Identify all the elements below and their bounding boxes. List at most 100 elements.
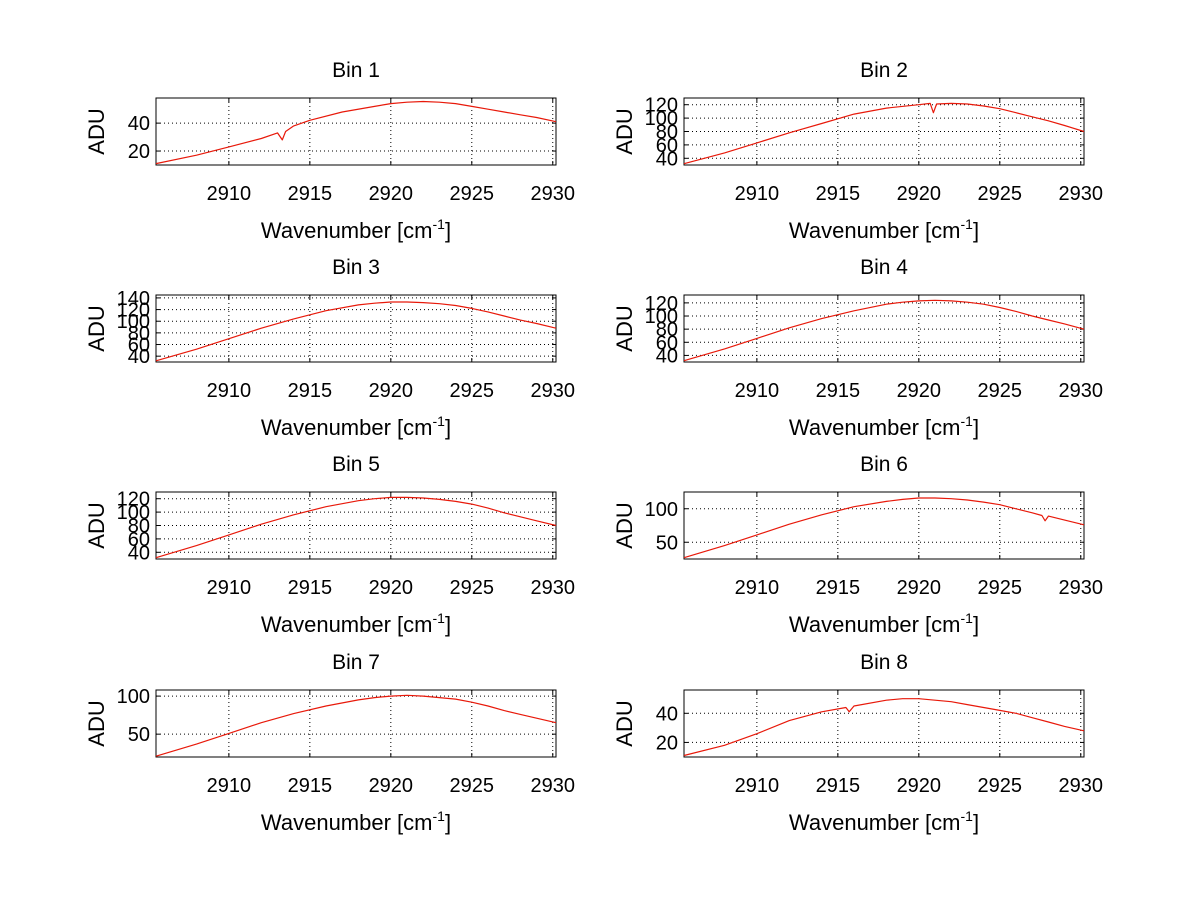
chart-8-y-tick-label: 20	[656, 732, 678, 754]
chart-3-axes-box	[155, 294, 557, 363]
chart-4-x-tick-label: 2925	[978, 380, 1023, 402]
chart-8-x-tick-label: 2925	[978, 775, 1023, 797]
chart-8-series-line-0	[683, 698, 1085, 757]
chart-6-x-axis-label-sup: -1	[961, 610, 974, 626]
chart-4-y-axis-label: ADU	[612, 305, 637, 351]
chart-6-x-tick-label: 2915	[816, 577, 861, 599]
chart-7-x-axis-label-main: Wavenumber [cm	[261, 810, 433, 835]
chart-3-series-line-0	[155, 301, 557, 362]
chart-4-series-line-0	[683, 299, 1085, 362]
chart-2-x-axis-label: Wavenumber [cm-1]	[789, 216, 979, 243]
chart-6-x-tick-label: 2920	[897, 577, 942, 599]
chart-4-x-tick-label: 2930	[1059, 380, 1104, 402]
chart-3-y-tick-label: 80	[128, 323, 150, 345]
chart-3-title: Bin 3	[332, 256, 380, 279]
chart-3-x-axis-label-main: Wavenumber [cm	[261, 415, 433, 440]
chart-3-y-tick-label: 100	[117, 311, 150, 333]
chart-3-y-tick-label: 140	[117, 288, 150, 310]
chart-1-y-tick-label: 40	[128, 113, 150, 135]
chart-1-x-axis-label-sup: -1	[433, 216, 446, 232]
chart-4-y-tick-label: 100	[645, 306, 678, 328]
chart-7-axes-box	[155, 689, 557, 758]
chart-4-y-tick-label: 120	[645, 293, 678, 315]
chart-7: 2910 2915 2920 2925 2930 50 100 Bin 7 Wavenumber…	[84, 651, 575, 835]
chart-8-title: Bin 8	[860, 651, 908, 674]
chart-7-x-axis-label-sup: -1	[433, 808, 446, 824]
chart-4-x-axis-label-end: ]	[973, 415, 979, 440]
chart-8-x-tick-label: 2910	[735, 775, 780, 797]
chart-1: 2910 2915 2920 2925 2930 20 40 Bin 1 Wavenumber …	[84, 59, 575, 243]
chart-8-x-axis-label-end: ]	[973, 810, 979, 835]
chart-2-y-tick-label: 120	[645, 95, 678, 117]
chart-1-series-line-0	[155, 100, 557, 165]
chart-2-title: Bin 2	[860, 59, 908, 82]
chart-8-x-axis-label-main: Wavenumber [cm	[789, 810, 961, 835]
chart-8-axes-box	[683, 689, 1085, 758]
chart-1-y-tick-label: 20	[128, 141, 150, 163]
chart-6-x-tick-label: 2930	[1059, 577, 1104, 599]
chart-6-x-axis-label: Wavenumber [cm-1]	[789, 610, 979, 637]
chart-5-x-tick-label: 2930	[531, 577, 576, 599]
chart-1-axes-box	[155, 97, 557, 166]
chart-6-y-axis-label: ADU	[612, 502, 637, 548]
chart-8-x-axis-label-sup: -1	[961, 808, 974, 824]
chart-4-x-axis-label-main: Wavenumber [cm	[789, 415, 961, 440]
chart-1-x-tick-label: 2910	[207, 183, 252, 205]
chart-1-title: Bin 1	[332, 59, 380, 82]
chart-7-x-axis-label: Wavenumber [cm-1]	[261, 808, 451, 835]
chart-2-y-tick-label: 80	[656, 122, 678, 144]
chart-3-x-axis-label: Wavenumber [cm-1]	[261, 413, 451, 440]
chart-8-y-tick-label: 40	[656, 703, 678, 725]
chart-6-axes-box	[683, 491, 1085, 560]
chart-3-x-tick-label: 2910	[207, 380, 252, 402]
chart-5-x-axis-label-end: ]	[445, 612, 451, 637]
chart-7-x-axis-label-end: ]	[445, 810, 451, 835]
chart-3-x-tick-label: 2915	[288, 380, 333, 402]
chart-3-x-axis-label-end: ]	[445, 415, 451, 440]
chart-7-title: Bin 7	[332, 651, 380, 674]
chart-5-x-tick-label: 2910	[207, 577, 252, 599]
chart-5-x-axis-label-sup: -1	[433, 610, 446, 626]
chart-5-y-tick-label: 60	[128, 529, 150, 551]
chart-4-x-axis-label: Wavenumber [cm-1]	[789, 413, 979, 440]
chart-8-x-tick-label: 2930	[1059, 775, 1104, 797]
chart-5-x-axis-label: Wavenumber [cm-1]	[261, 610, 451, 637]
chart-4-x-tick-label: 2915	[816, 380, 861, 402]
chart-7-x-tick-label: 2925	[450, 775, 495, 797]
chart-8: 2910 2915 2920 2925 2930 20 40 Bin 8 Wavenumber …	[612, 651, 1103, 835]
chart-4-axes-box	[683, 294, 1085, 363]
chart-1-x-axis-label-end: ]	[445, 218, 451, 243]
chart-7-y-axis-label: ADU	[84, 700, 109, 746]
chart-4-x-axis-label-sup: -1	[961, 413, 974, 429]
chart-1-y-axis-label: ADU	[84, 108, 109, 154]
chart-3-y-tick-label: 40	[128, 346, 150, 368]
chart-4-title: Bin 4	[860, 256, 908, 279]
chart-4-x-tick-label: 2910	[735, 380, 780, 402]
chart-3-x-tick-label: 2930	[531, 380, 576, 402]
chart-7-x-tick-label: 2930	[531, 775, 576, 797]
chart-5-y-tick-label: 100	[117, 502, 150, 524]
chart-1-x-tick-label: 2915	[288, 183, 333, 205]
chart-7-y-tick-label: 50	[128, 724, 150, 746]
chart-3-x-tick-label: 2920	[369, 380, 414, 402]
chart-2-x-axis-label-sup: -1	[961, 216, 974, 232]
chart-2-x-tick-label: 2925	[978, 183, 1023, 205]
chart-6-y-tick-label: 100	[645, 499, 678, 521]
chart-4-y-tick-label: 80	[656, 319, 678, 341]
chart-4-y-tick-label: 60	[656, 332, 678, 354]
chart-3-y-tick-label: 120	[117, 300, 150, 322]
chart-2-y-axis-label: ADU	[612, 108, 637, 154]
chart-3-x-tick-label: 2925	[450, 380, 495, 402]
chart-5-title: Bin 5	[332, 453, 380, 476]
chart-2-y-tick-label: 100	[645, 108, 678, 130]
chart-5-y-tick-label: 40	[128, 542, 150, 564]
chart-7-series-line-0	[155, 694, 557, 757]
chart-1-x-axis-label-main: Wavenumber [cm	[261, 218, 433, 243]
chart-6-x-axis-label-main: Wavenumber [cm	[789, 612, 961, 637]
chart-7-y-tick-label: 100	[117, 686, 150, 708]
chart-2-x-axis-label-end: ]	[973, 218, 979, 243]
